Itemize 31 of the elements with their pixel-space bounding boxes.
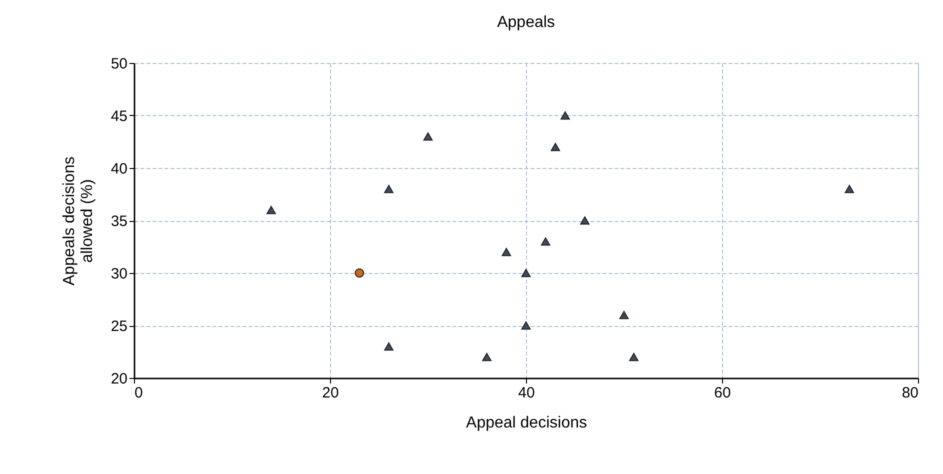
point: [580, 216, 590, 225]
point: [550, 142, 560, 152]
point: [844, 184, 854, 194]
x-tick-label: 20: [322, 384, 339, 402]
y-tick-label: 30: [110, 266, 128, 282]
point: [384, 184, 394, 194]
y-tick-label: 20: [110, 370, 128, 388]
point: [502, 248, 512, 256]
y-tick-label: 35: [110, 213, 128, 230]
point: [521, 321, 531, 330]
point: [540, 237, 550, 246]
point: [482, 352, 492, 362]
point: [619, 310, 629, 320]
y-tick-label: 40: [110, 160, 128, 178]
x-axis-title: Appeal decisions: [466, 414, 587, 432]
point: [560, 111, 570, 120]
point: [354, 268, 364, 278]
y-tick-label: 50: [110, 56, 128, 72]
x-tick-label: 40: [518, 384, 535, 402]
point: [384, 342, 394, 351]
point: [266, 206, 276, 214]
y-tick-label: 45: [110, 108, 128, 125]
x-tick-label: 80: [902, 384, 918, 402]
x-tick-label: 0: [134, 384, 143, 402]
point: [629, 352, 638, 362]
chart-title: Appeals: [497, 14, 555, 31]
y-axis-title: Appeals decisions allowed (%): [60, 156, 96, 286]
point: [521, 268, 531, 278]
x-tick-label: 60: [714, 384, 731, 402]
y-tick-label: 25: [110, 318, 128, 335]
point: [423, 132, 433, 141]
